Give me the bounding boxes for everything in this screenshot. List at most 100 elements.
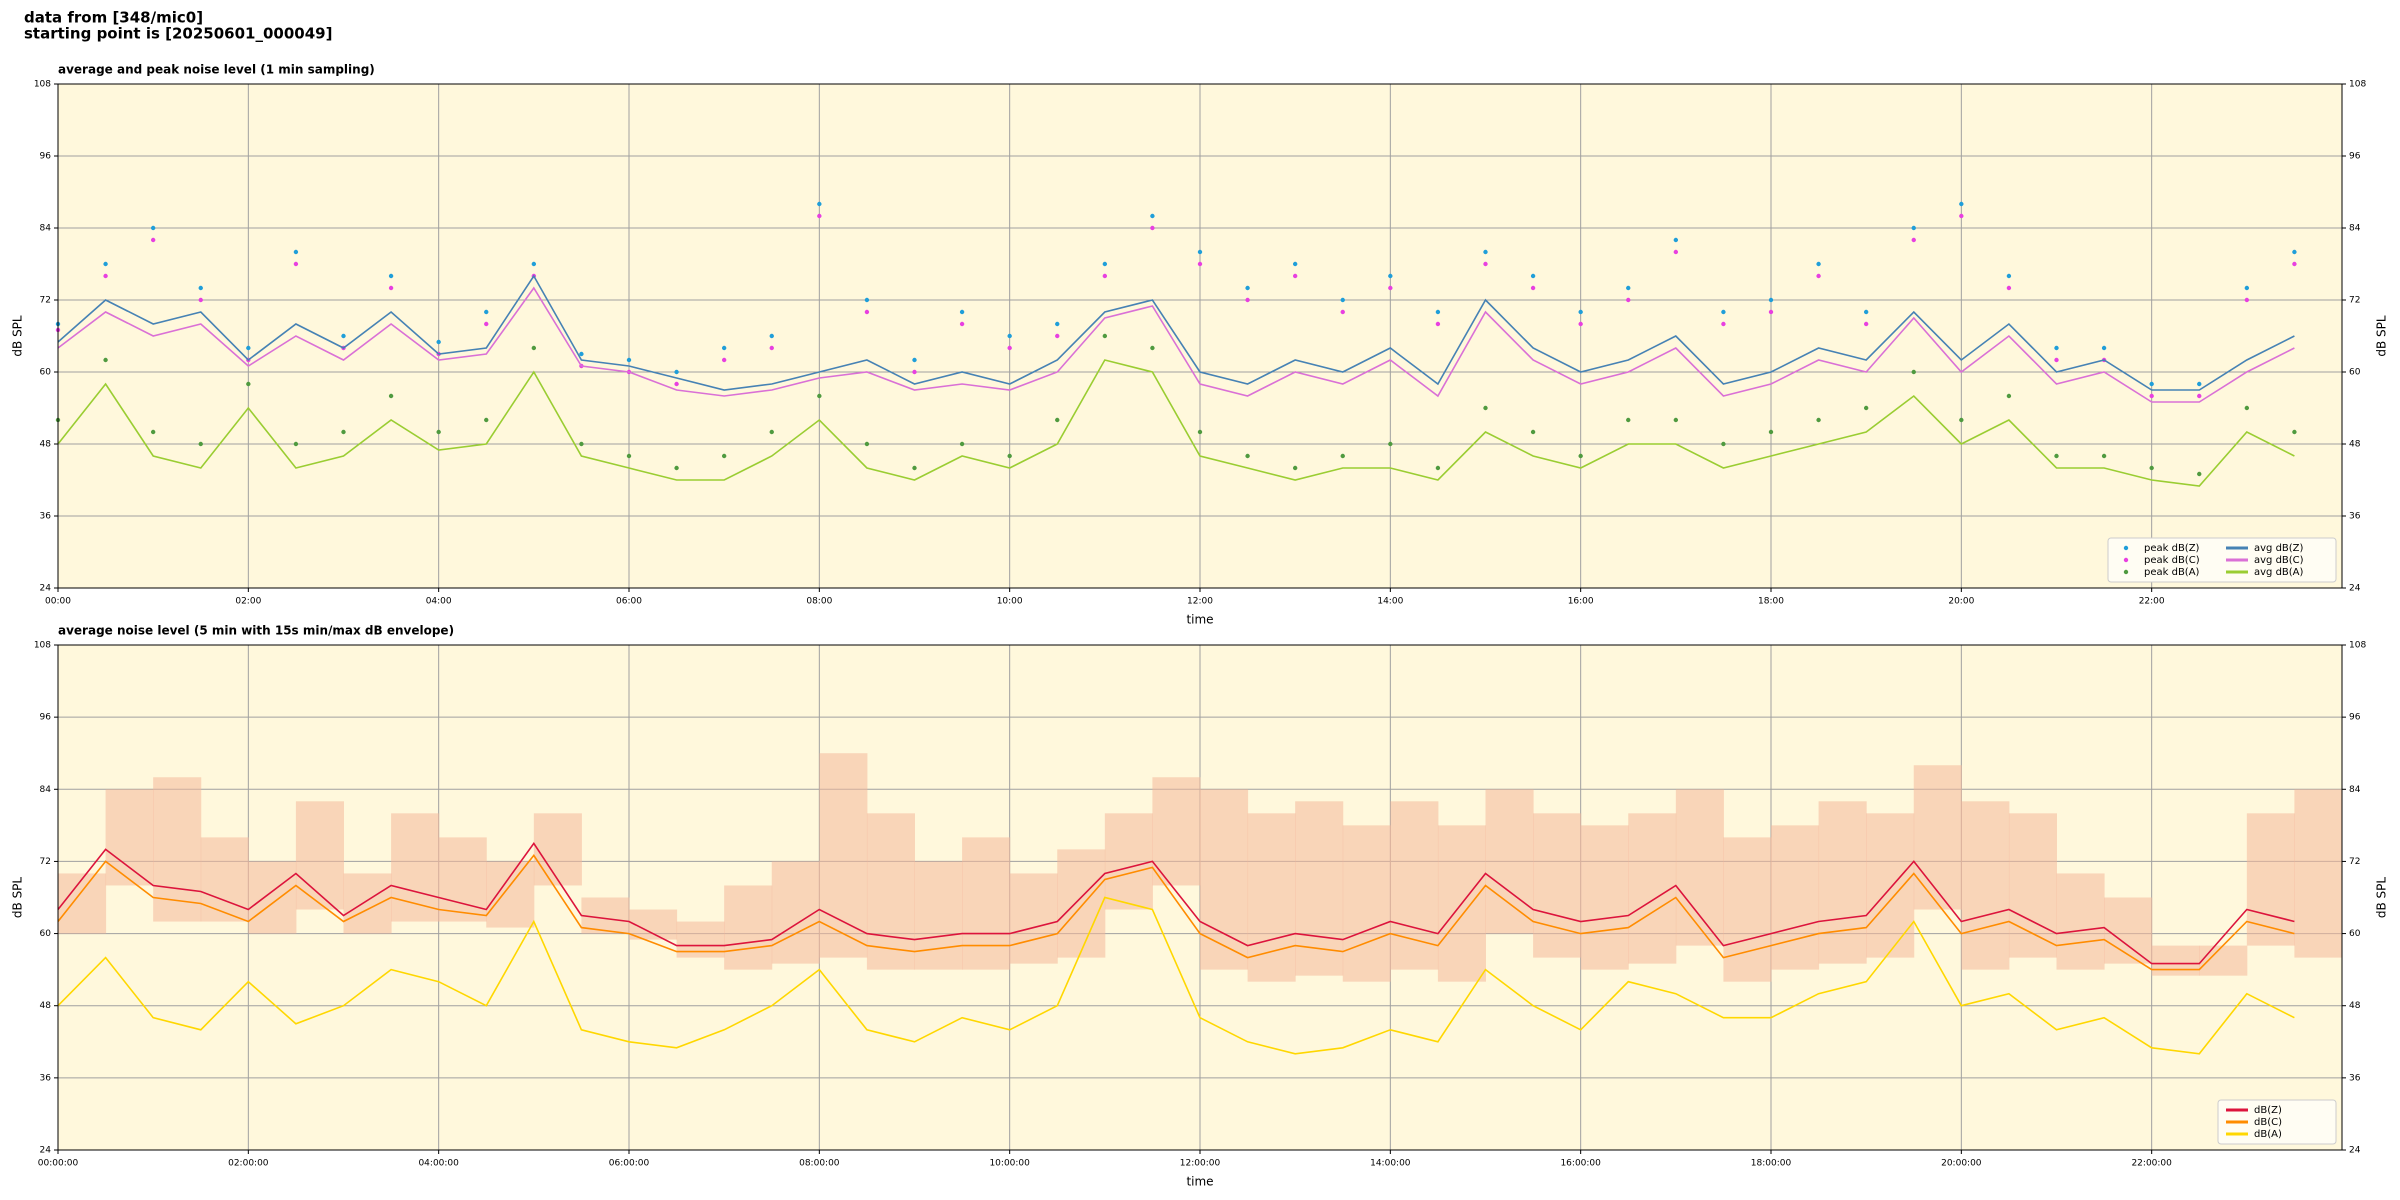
- peak-point: [769, 333, 774, 339]
- y-tick-label: 60: [40, 368, 52, 378]
- peak-point: [1673, 249, 1679, 255]
- x-tick-label: 08:00: [806, 597, 832, 607]
- peak-point: [864, 309, 870, 315]
- y-tick-label: 96: [2349, 713, 2361, 723]
- series-line: [57, 854, 2295, 971]
- peak-point: [1721, 321, 1726, 327]
- legend-label: dB(Z): [2254, 1105, 2282, 1116]
- x-tick-label: 16:00:00: [1560, 1159, 1601, 1169]
- peak-point: [674, 381, 679, 387]
- y-tick-label: 96: [2349, 152, 2361, 162]
- peak-point: [769, 345, 774, 351]
- envelope-band: [866, 813, 915, 970]
- envelope-band: [819, 753, 868, 958]
- peak-point: [2101, 345, 2107, 351]
- legend-label: avg dB(Z): [2254, 543, 2304, 554]
- peak-point: [1721, 441, 1726, 447]
- peak-point: [1197, 429, 1203, 435]
- peak-point: [1863, 321, 1869, 327]
- envelope-band: [1628, 813, 1677, 964]
- peak-point: [674, 465, 679, 471]
- peak-point: [912, 369, 917, 375]
- peak-point: [1388, 273, 1393, 279]
- y-tick-label: 24: [2349, 1146, 2361, 1156]
- envelope-band: [2056, 873, 2105, 970]
- y-tick-label: 48: [40, 1001, 52, 1011]
- peak-point: [246, 381, 251, 387]
- peak-point: [817, 393, 822, 399]
- envelope-band: [2294, 789, 2343, 958]
- header-line: starting point is [20250601_000049]: [24, 25, 332, 43]
- y-tick-label: 84: [2349, 224, 2361, 234]
- plot-frame: [57, 644, 2343, 1151]
- peak-point: [293, 249, 299, 255]
- y-tick-label: 108: [2349, 80, 2366, 90]
- peak-point: [484, 417, 489, 423]
- y-tick-label: 60: [40, 929, 52, 939]
- peak-point: [2054, 453, 2059, 459]
- peak-point: [864, 441, 870, 447]
- x-tick-label: 00:00:00: [38, 1159, 79, 1169]
- peak-point: [150, 225, 156, 231]
- peak-point: [103, 273, 108, 279]
- envelope-band: [2246, 813, 2295, 946]
- peak-point: [1768, 429, 1774, 435]
- y-tick-label: 24: [40, 1146, 52, 1156]
- peak-point: [1292, 273, 1298, 279]
- x-tick-label: 22:00:00: [2131, 1159, 2172, 1169]
- peak-point: [388, 285, 394, 291]
- peak-point: [293, 261, 299, 267]
- peak-point: [1626, 417, 1631, 423]
- peak-point: [1435, 321, 1441, 327]
- peak-point: [912, 357, 917, 363]
- envelope-band: [1390, 801, 1439, 970]
- peak-point: [864, 297, 870, 303]
- peak-point: [2149, 381, 2154, 387]
- peak-point: [2292, 429, 2297, 435]
- peak-point: [1007, 345, 1012, 351]
- envelope-band: [629, 909, 678, 940]
- peak-point: [246, 345, 251, 351]
- envelope-band: [153, 777, 202, 922]
- peak-point: [1197, 261, 1203, 267]
- x-tick-label: 14:00: [1377, 597, 1403, 607]
- envelope-band: [248, 861, 297, 934]
- peak-point: [1150, 345, 1155, 351]
- peak-point: [1530, 273, 1536, 279]
- peak-point: [2244, 297, 2250, 303]
- envelope-band: [724, 885, 773, 970]
- envelope-band: [1247, 813, 1296, 982]
- peak-point: [1959, 201, 1964, 207]
- peak-point: [1911, 237, 1916, 243]
- peak-point: [1102, 261, 1108, 267]
- legend-label: peak dB(A): [2144, 567, 2200, 578]
- legend-marker: [2123, 557, 2129, 563]
- envelope-band: [1485, 789, 1534, 934]
- peak-point: [198, 441, 203, 447]
- y-axis-label: dB SPL: [2375, 877, 2389, 919]
- envelope-band: [58, 873, 107, 934]
- legend-label: avg dB(C): [2254, 555, 2304, 566]
- peak-point: [2197, 393, 2202, 399]
- peak-point: [150, 237, 156, 243]
- peak-point: [388, 273, 394, 279]
- peak-point: [2006, 273, 2012, 279]
- x-tick-label: 04:00: [426, 597, 452, 607]
- envelope-band: [533, 813, 582, 886]
- peak-point: [674, 369, 679, 375]
- header-line: data from [348/mic0]: [24, 9, 203, 27]
- y-tick-label: 48: [2349, 1001, 2361, 1011]
- peak-point: [1435, 465, 1441, 471]
- y-tick-label: 108: [2349, 641, 2366, 651]
- peak-point: [1959, 417, 1964, 423]
- envelope-band: [1104, 813, 1153, 910]
- chart-title: average noise level (5 min with 15s min/…: [58, 624, 454, 638]
- envelope-band: [1913, 765, 1962, 910]
- y-tick-label: 24: [40, 584, 52, 594]
- peak-point: [2244, 405, 2250, 411]
- peak-point: [1578, 453, 1583, 459]
- peak-point: [1388, 285, 1393, 291]
- x-tick-label: 12:00: [1187, 597, 1213, 607]
- peak-point: [2244, 285, 2250, 291]
- x-tick-label: 20:00: [1948, 597, 1974, 607]
